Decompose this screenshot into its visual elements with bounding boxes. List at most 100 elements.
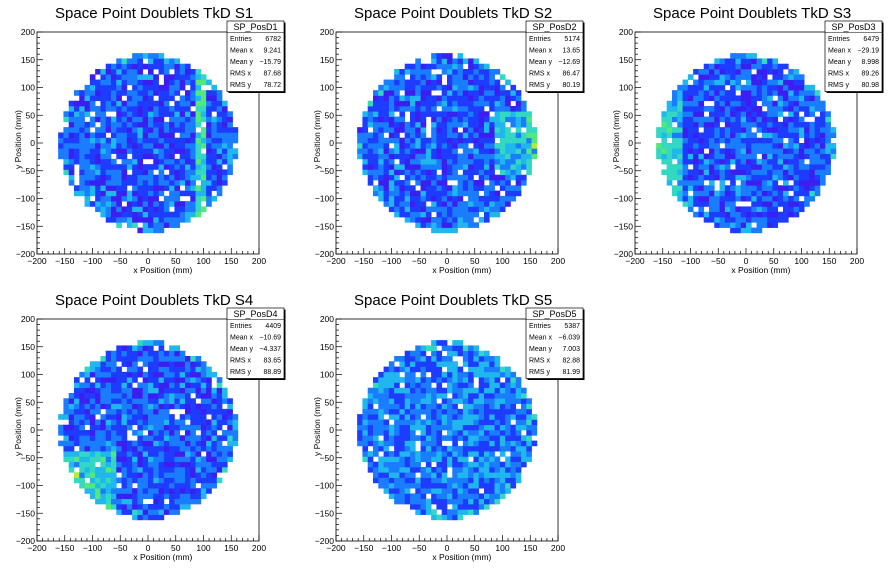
heatmap-cell xyxy=(121,69,128,75)
heatmap-cell xyxy=(137,514,144,521)
heatmap-cell xyxy=(735,79,742,86)
heatmap-cell xyxy=(436,361,443,367)
heatmap-cell xyxy=(163,477,170,484)
heatmap-cell xyxy=(95,482,101,489)
heatmap-cell xyxy=(730,201,736,207)
heatmap-cell xyxy=(431,174,437,181)
heatmap-cell xyxy=(751,116,757,123)
heatmap-cell xyxy=(783,90,789,96)
heatmap-cell xyxy=(677,106,683,112)
heatmap-cell xyxy=(473,461,480,468)
heatmap-cell xyxy=(74,387,80,394)
heatmap-cell xyxy=(761,206,768,213)
heatmap-cell xyxy=(383,445,390,452)
heatmap-cell xyxy=(211,398,218,404)
heatmap-cell xyxy=(373,158,379,165)
heatmap-cell xyxy=(163,222,170,228)
heatmap-cell xyxy=(494,211,501,218)
heatmap-cell xyxy=(462,111,469,117)
stats-value: 81.99 xyxy=(562,369,580,376)
heatmap-cell xyxy=(730,153,736,160)
heatmap-cell xyxy=(425,164,432,170)
heatmap-cell xyxy=(153,79,159,86)
heatmap-cell xyxy=(388,132,395,139)
y-tick-label: 150 xyxy=(320,55,334,65)
heatmap-cell xyxy=(404,419,411,426)
heatmap-cell xyxy=(462,482,469,489)
heatmap-cell xyxy=(714,95,720,102)
heatmap-cell xyxy=(814,137,821,144)
heatmap-cell xyxy=(447,90,453,96)
heatmap-cell xyxy=(105,69,112,75)
heatmap-cell xyxy=(404,153,411,160)
heatmap-cell xyxy=(216,414,223,420)
heatmap-cell xyxy=(425,143,432,149)
heatmap-cell xyxy=(740,69,747,75)
heatmap-cell xyxy=(410,440,416,447)
x-tick-label: −200 xyxy=(27,543,46,553)
heatmap-cell xyxy=(814,127,821,133)
heatmap-cell xyxy=(420,127,427,133)
heatmap-cell xyxy=(436,467,443,473)
heatmap-cell xyxy=(200,371,207,378)
heatmap-cell xyxy=(793,106,800,112)
heatmap-cell xyxy=(793,180,800,186)
heatmap-cell xyxy=(693,185,699,191)
heatmap-cell xyxy=(111,414,117,420)
heatmap-cell xyxy=(746,63,752,70)
heatmap-cell xyxy=(179,498,186,505)
heatmap-cell xyxy=(84,148,91,154)
heatmap-cell xyxy=(383,79,390,86)
heatmap-cell xyxy=(100,461,107,468)
heatmap-cell xyxy=(473,504,480,510)
heatmap-cell xyxy=(100,164,107,170)
heatmap-cell xyxy=(388,435,395,441)
heatmap-cell xyxy=(510,185,517,191)
heatmap-cell xyxy=(158,153,165,160)
heatmap-cell xyxy=(79,461,85,468)
heatmap-cell xyxy=(809,185,816,191)
heatmap-cell xyxy=(179,106,186,112)
heatmap-cell xyxy=(190,90,196,96)
heatmap-cell xyxy=(431,201,437,207)
heatmap-cell xyxy=(756,169,763,176)
heatmap-cell xyxy=(116,419,122,426)
heatmap-cell xyxy=(362,419,369,426)
heatmap-cell xyxy=(158,461,165,468)
heatmap-cell xyxy=(521,143,527,149)
y-tick-label: −200 xyxy=(16,536,35,546)
heatmap-cell xyxy=(489,356,495,362)
heatmap-cell xyxy=(682,116,689,123)
heatmap-cell xyxy=(772,148,779,154)
heatmap-cell xyxy=(169,169,175,176)
heatmap-cell xyxy=(216,398,223,404)
heatmap-cell xyxy=(724,153,731,160)
heatmap-cell xyxy=(158,95,165,102)
heatmap-cell xyxy=(148,366,154,373)
heatmap-cell xyxy=(169,382,175,389)
heatmap-cell xyxy=(468,217,474,223)
heatmap-cell xyxy=(521,398,527,404)
heatmap-cell xyxy=(777,211,784,218)
heatmap-cell xyxy=(195,467,202,473)
heatmap-cell xyxy=(142,403,149,410)
heatmap-cell xyxy=(105,63,112,70)
heatmap-cell xyxy=(425,79,432,86)
heatmap-cell xyxy=(730,121,736,128)
heatmap-cell xyxy=(468,488,474,494)
heatmap-cell xyxy=(148,137,154,144)
heatmap-cell xyxy=(185,467,191,473)
heatmap-cell xyxy=(179,206,186,213)
heatmap-cell xyxy=(111,180,117,186)
heatmap-cell xyxy=(404,195,411,202)
heatmap-cell xyxy=(142,201,149,207)
heatmap-cell xyxy=(425,408,432,415)
heatmap-cell xyxy=(79,435,85,441)
heatmap-cell xyxy=(158,382,165,389)
heatmap-cell xyxy=(809,121,816,128)
heatmap-cell xyxy=(190,472,196,478)
heatmap-cell xyxy=(132,158,138,165)
heatmap-cell xyxy=(132,430,138,436)
heatmap-cell xyxy=(153,461,159,468)
heatmap-cell xyxy=(105,419,112,426)
